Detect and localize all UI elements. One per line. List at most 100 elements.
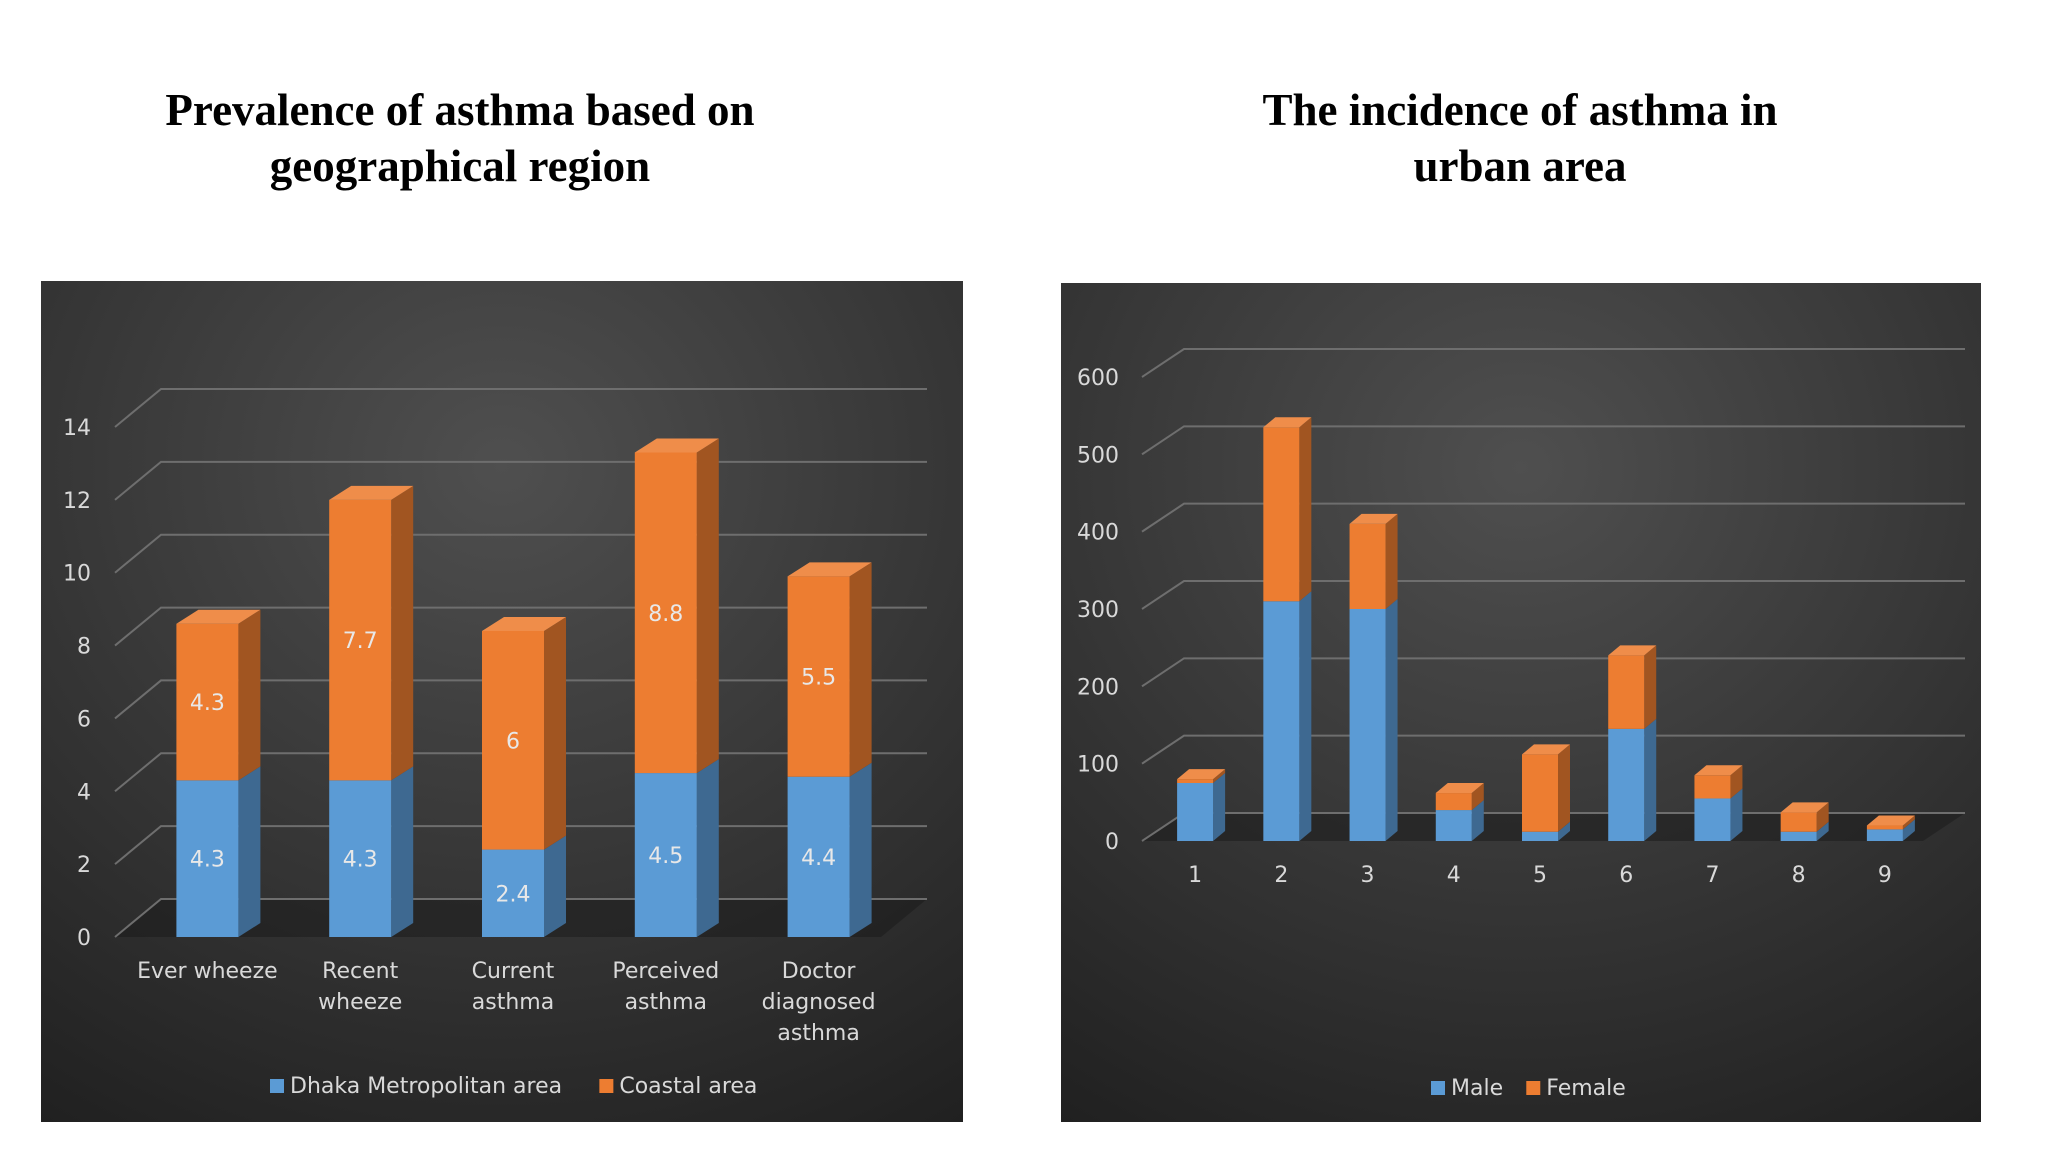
x-tick-label-line: 9 — [1878, 863, 1892, 888]
x-tick-label-line: 7 — [1705, 863, 1719, 888]
bar — [1349, 523, 1386, 609]
bar — [1435, 793, 1472, 811]
y-tick-label: 2 — [77, 853, 91, 878]
bar-top — [1866, 815, 1915, 826]
bar-top — [634, 438, 719, 453]
x-tick-label-line: asthma — [625, 990, 707, 1015]
bar-top — [1522, 744, 1570, 755]
bar-top — [329, 485, 414, 500]
data-label: 5.5 — [801, 666, 836, 691]
gridline — [1141, 502, 1965, 533]
x-tick-label: 2 — [1274, 863, 1288, 888]
bar-side — [1213, 769, 1226, 783]
bar-side — [1644, 645, 1657, 729]
bar — [634, 452, 697, 774]
bar — [1263, 601, 1300, 841]
x-tick-label-line: Ever wheeze — [137, 959, 278, 984]
gridline — [1141, 734, 1965, 765]
legend-label: Coastal area — [619, 1074, 757, 1099]
chart-legend: Male Female — [1431, 1076, 1626, 1101]
x-tick-label-line: Perceived — [612, 959, 719, 984]
gridline — [1141, 580, 1965, 610]
gridline — [1141, 657, 1965, 688]
bar-side — [1385, 513, 1398, 609]
bar — [482, 849, 544, 937]
legend-label: Male — [1451, 1076, 1503, 1101]
bar-side — [1299, 591, 1312, 841]
x-tick-label-line: Doctor — [782, 959, 857, 984]
bar — [1263, 427, 1300, 602]
bar-side — [1902, 815, 1915, 830]
data-label: 4.3 — [343, 848, 378, 873]
bar-side — [1644, 718, 1657, 841]
bar-top — [1263, 417, 1312, 428]
y-tick-label: 0 — [1105, 830, 1119, 855]
x-tick-label: Ever wheeze — [137, 959, 278, 984]
data-label: 6 — [506, 729, 520, 754]
y-tick-label: 10 — [63, 562, 91, 587]
y-tick-label: 4 — [77, 780, 91, 805]
x-tick-label: Recent wheeze — [318, 959, 402, 1015]
right-chart-title: The incidence of asthma in urban area — [1262, 85, 1778, 191]
x-tick-label-line: asthma — [472, 990, 554, 1015]
x-tick-label: Doctor diagnosed asthma — [762, 959, 876, 1046]
x-tick-label-line: 3 — [1361, 863, 1375, 888]
x-tick-label: 6 — [1619, 863, 1633, 888]
bar — [1608, 728, 1645, 841]
x-tick-label-line: 6 — [1619, 863, 1633, 888]
bar — [329, 780, 392, 937]
x-tick-label-line: diagnosed — [762, 990, 876, 1015]
y-tick-label: 0 — [77, 926, 91, 951]
bar-side — [238, 609, 261, 781]
bar — [176, 623, 239, 781]
bar-top — [1177, 769, 1226, 780]
bar — [1522, 754, 1558, 832]
legend-swatch — [1431, 1081, 1445, 1095]
bar — [482, 631, 544, 850]
bar — [1435, 810, 1472, 841]
x-tick-label-line: 5 — [1533, 863, 1547, 888]
data-label: 4.4 — [801, 846, 836, 871]
y-tick-label: 200 — [1077, 675, 1119, 700]
y-tick-label: 600 — [1077, 366, 1119, 391]
bar-side — [696, 438, 719, 774]
left-chart-title: Prevalence of asthma based on geographic… — [165, 85, 755, 191]
gridline — [114, 388, 927, 428]
data-label: 7.7 — [343, 629, 378, 654]
legend-swatch — [270, 1079, 284, 1093]
chart-background — [1061, 283, 1981, 1122]
bar-side — [1816, 821, 1829, 841]
x-tick-label: 7 — [1705, 863, 1719, 888]
x-tick-label: 9 — [1878, 863, 1892, 888]
x-tick-label-line: Current — [472, 959, 555, 984]
bar — [329, 499, 392, 781]
bar — [1866, 825, 1903, 830]
bar-side — [1730, 788, 1743, 841]
bar — [1694, 798, 1731, 841]
y-tick-label: 100 — [1077, 753, 1119, 778]
x-tick-label: 1 — [1188, 863, 1202, 888]
bar-side — [1902, 819, 1915, 841]
y-tick-label: 400 — [1077, 521, 1119, 546]
x-tick-label: Current asthma — [472, 959, 555, 1015]
bar-side — [1471, 783, 1484, 811]
data-label: 4.5 — [648, 844, 683, 869]
bar-top — [1780, 802, 1829, 813]
bar-top — [1608, 645, 1657, 656]
x-tick-label-line: asthma — [777, 1021, 859, 1046]
data-label: 2.4 — [496, 882, 531, 907]
legend-swatch — [599, 1079, 614, 1093]
bar — [1866, 829, 1903, 841]
data-label: 4.3 — [190, 691, 225, 716]
bar — [1177, 779, 1214, 783]
bar-side — [1299, 417, 1312, 602]
bar — [787, 576, 850, 777]
gridline — [1141, 348, 1965, 378]
legend-label: Dhaka Metropolitan area — [290, 1074, 562, 1099]
bar-side — [544, 835, 566, 937]
bar-side — [849, 762, 872, 937]
bar-side — [544, 617, 566, 850]
legend-label: Female — [1546, 1076, 1626, 1101]
bar-top — [1435, 783, 1484, 794]
chart-legend: Dhaka Metropolitan area Coastal area — [270, 1074, 757, 1099]
